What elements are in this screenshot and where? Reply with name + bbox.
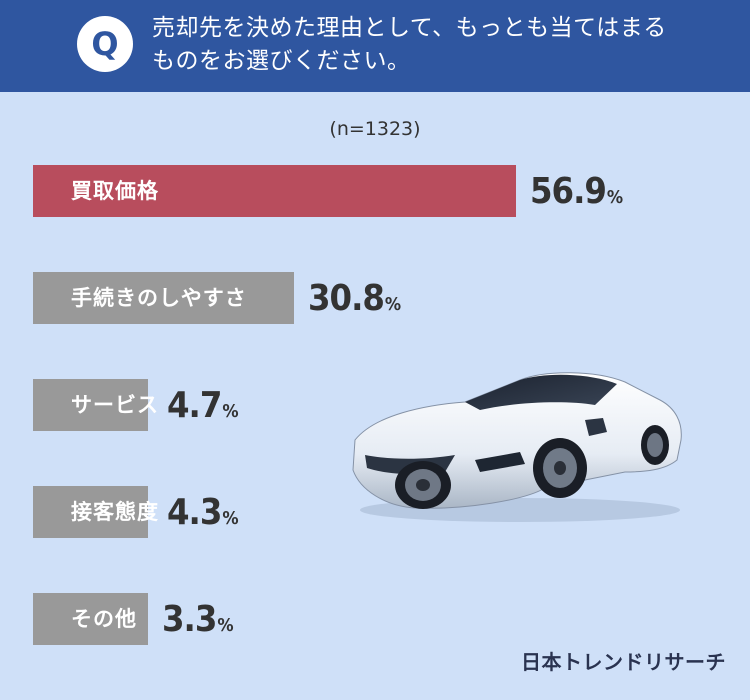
q-badge: Q <box>77 16 133 72</box>
bar-value-2: 30.8% <box>308 272 401 324</box>
question-text: 売却先を決めた理由として、もっとも当てはまる ものをお選びください。 <box>152 12 712 78</box>
bar-value-unit: % <box>222 508 239 529</box>
bar-value-number: 4.7 <box>167 385 222 426</box>
bar-label-1: 買取価格 <box>71 179 159 203</box>
bar-value-number: 56.9 <box>530 171 607 212</box>
bar-1 <box>33 165 516 217</box>
question-header: Q 売却先を決めた理由として、もっとも当てはまる ものをお選びください。 <box>0 0 750 92</box>
bar-label-3: サービス <box>71 393 159 417</box>
bar-value-number: 4.3 <box>167 492 222 533</box>
bar-label-2: 手続きのしやすさ <box>71 286 247 310</box>
car-illustration <box>352 372 682 522</box>
bar-value-unit: % <box>217 615 234 636</box>
bar-5 <box>33 593 148 645</box>
bar-4 <box>33 486 148 538</box>
bar-value-unit: % <box>384 294 402 315</box>
bar-value-unit: % <box>222 401 239 422</box>
bar-value-3: 4.7% <box>167 379 239 431</box>
sample-size: (n=1323) <box>329 118 421 140</box>
bar-label-5: その他 <box>71 607 137 631</box>
bar-2 <box>33 272 294 324</box>
brand-logo: 日本トレンドリサーチ <box>521 650 726 674</box>
bar-value-4: 4.3% <box>167 486 239 538</box>
bar-value-number: 3.3 <box>162 599 217 640</box>
question-line-2: ものをお選びください。 <box>152 48 411 74</box>
bar-value-5: 3.3% <box>162 593 234 645</box>
bar-value-number: 30.8 <box>308 278 385 319</box>
bar-label-4: 接客態度 <box>71 500 159 524</box>
question-line-1: 売却先を決めた理由として、もっとも当てはまる <box>152 15 667 41</box>
bar-value-1: 56.9% <box>530 165 623 217</box>
bar-value-unit: % <box>606 187 624 208</box>
bar-3 <box>33 379 148 431</box>
